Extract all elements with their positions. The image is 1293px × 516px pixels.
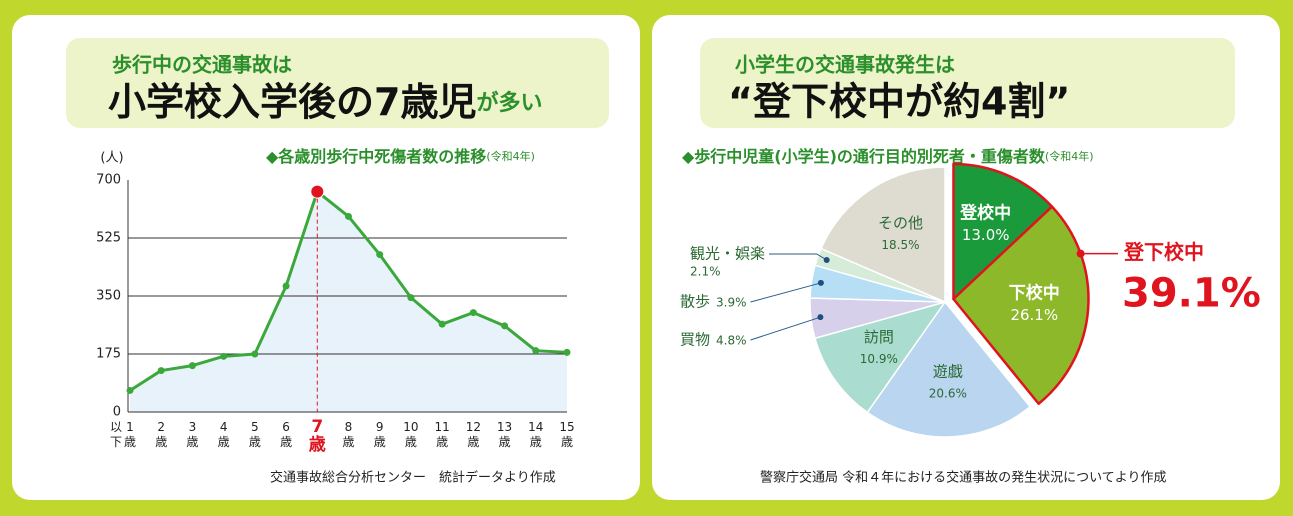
x-tick-label: 11 歳 [435,420,450,449]
x-tick-label: 12 歳 [466,420,481,449]
x-tick-label: 1 歳以下 [110,420,136,449]
marker [501,322,509,330]
slice-value-label: 4.8% [716,334,747,348]
slice-value-label: 3.9% [716,296,747,310]
marker [469,309,477,317]
marker [376,251,384,259]
leader-dot [817,279,824,286]
highlight-marker [310,184,325,199]
headline: “登下校中が約4割” [728,80,1070,124]
marker [563,348,571,356]
x-tick-label: 15 歳 [559,420,574,449]
leader-dot [817,314,824,321]
pie-slice [952,162,1054,301]
area [130,191,567,412]
marker [345,212,352,220]
title-note: (令和4年) [1045,149,1094,163]
marker [126,386,134,394]
x-tick-label: 13 歳 [497,420,512,449]
marker [532,347,540,355]
slice-label: 遊戯 [933,362,963,380]
slice-value-label: 2.1% [690,265,721,279]
slice-value-label: 18.5% [881,238,919,252]
marker [282,282,290,290]
title-main: ◆歩行中児童(小学生)の通行目的別死者・重傷者数 [682,147,1046,166]
heading: 歩行中の交通事故は [112,53,292,77]
y-axis-label: (人) [100,151,123,166]
x-tick-label: 10 歳 [403,420,418,449]
marker [407,294,415,302]
annotation-dot [1076,249,1085,258]
annotation-value: 39.1% [1122,271,1261,317]
chart-title: ◆歩行中児童(小学生)の通行目的別死者・重傷者数(令和4年) [682,147,1094,166]
slice-label: 散歩 [680,293,710,311]
heading: 小学生の交通事故発生は [735,53,955,77]
pie-slice [866,301,1031,438]
marker [220,352,228,360]
marker [251,350,259,358]
headline-suffix: が多い [476,90,542,116]
slice-label: 訪問 [864,328,894,346]
slice-value-label: 26.1% [1010,306,1058,324]
chart-title: ◆各歳別歩行中死傷者数の推移(令和4年) [266,147,535,166]
source: 警察庁交通局 令和４年における交通事故の発生状況についてより作成 [760,470,1166,486]
title-note: (令和4年) [486,149,535,163]
title-main: ◆各歳別歩行中死傷者数の推移 [266,147,486,166]
slice-label: 観光・娯楽 [690,245,765,263]
headline: 小学校入学後の7歳児が多い [108,80,542,124]
headline-main: 小学校入学後の7歳児 [108,80,476,124]
slice-label: 下校中 [1009,282,1060,303]
left-heading-box [66,38,609,128]
slice-value-label: 10.9% [860,352,898,366]
x-tick-label: 14 歳 [528,420,543,449]
leader-line [750,316,821,341]
y-tick-label: 0 [113,405,121,420]
slice-label: その他 [878,214,923,232]
marker [438,320,446,328]
pie-slice [820,166,946,303]
slice-label: 買物 [680,331,710,349]
pie-slice [952,205,1090,406]
marker [188,362,196,370]
leader-line [750,282,822,303]
y-tick-label: 350 [96,289,121,304]
y-tick-label: 525 [96,231,121,246]
annotation-label: 登下校中 [1123,240,1204,264]
slice-label: 登校中 [959,203,1011,224]
leader-line [769,253,827,261]
right-heading-box [700,38,1235,128]
y-tick-label: 700 [96,173,121,188]
marker [157,367,165,375]
slice-value-label: 13.0% [962,226,1010,244]
slice-value-label: 20.6% [929,386,967,400]
y-tick-label: 175 [96,347,121,362]
source: 交通事故総合分析センター 統計データより作成 [270,470,556,486]
leader-dot [823,256,830,263]
